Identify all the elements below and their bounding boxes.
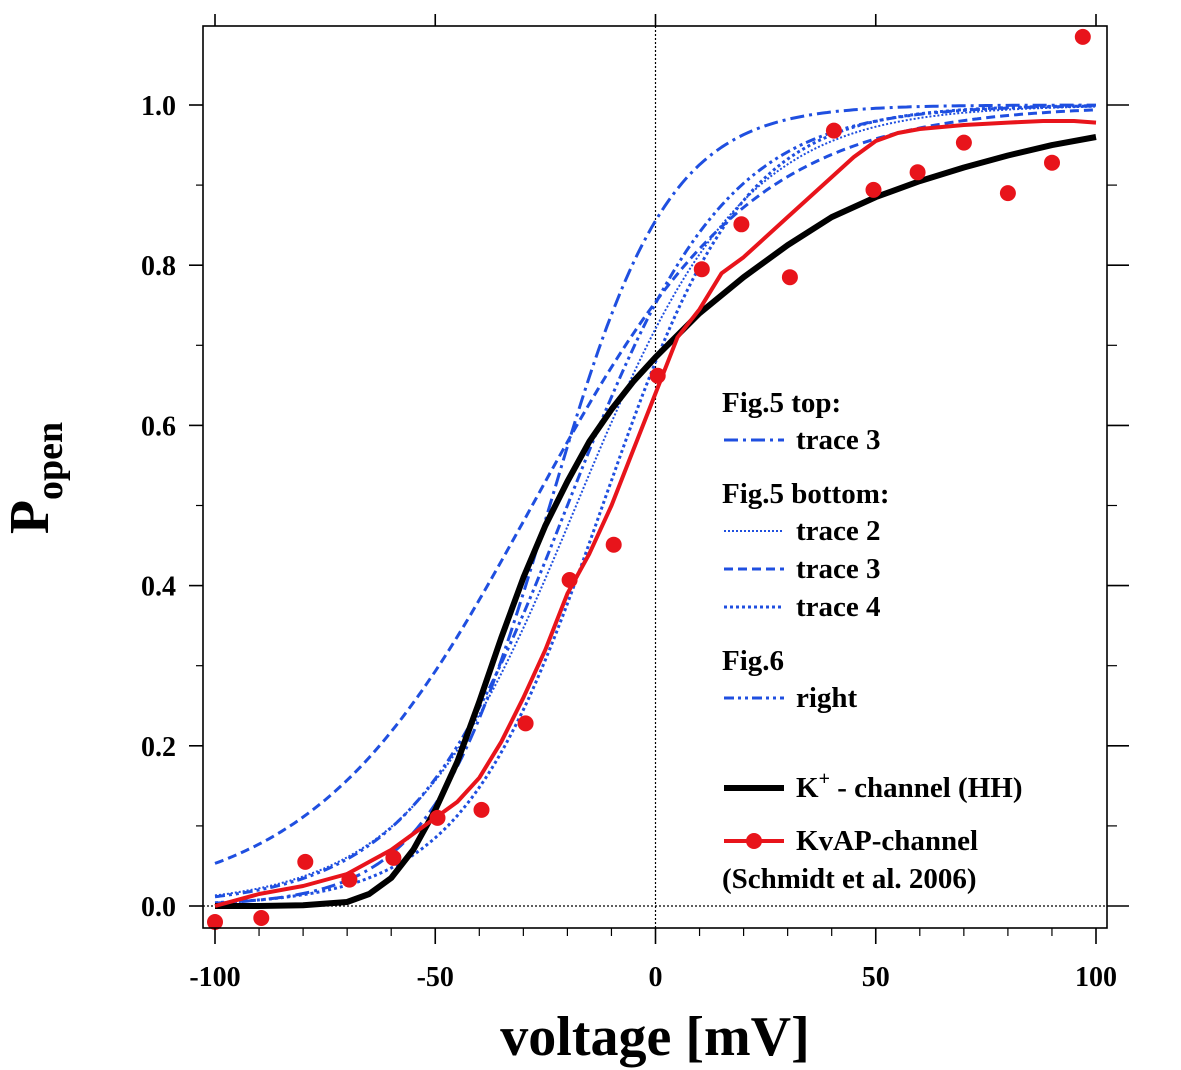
x-tick-label: -100 [189,962,240,993]
y-axis-title-sub: open [29,422,71,500]
y-tick-label: 0.0 [141,892,176,923]
legend-heading-fig6: Fig.6 [722,645,784,677]
y-tick-label: 0.2 [141,732,176,763]
legend-label-fig5-bottom-trace4: trace 4 [796,591,881,623]
kvap-data-point [605,536,622,553]
x-tick-label: -50 [417,962,454,993]
y-tick-label: 1.0 [141,91,176,122]
kvap-data-point [781,269,798,286]
y-axis-title-main: P [0,500,61,534]
axes-layer [189,14,1129,944]
legend-label-k: K [796,772,819,804]
legend-label-fig5-top-trace3: trace 3 [796,424,881,456]
x-axis-title: voltage [mV] [500,1006,809,1068]
kvap-data-point [955,134,972,151]
legend-label-fig5-bottom-trace2: trace 2 [796,515,881,547]
x-tick-label: 50 [862,962,890,993]
kvap-data-point [207,914,223,930]
kvap-data-point [693,261,710,278]
legend: Fig.5 top: trace 3 Fig.5 bottom: trace 2… [722,387,1023,895]
kvap-data-point [561,572,578,588]
legend-label-fig5-bottom-trace3: trace 3 [796,553,881,585]
kvap-data-point [297,853,314,870]
legend-label-kvap: KvAP-channel [796,825,978,857]
kvap-data-point [825,122,842,139]
y-axis-title: Popen [0,422,71,534]
kvap-data-point [253,910,270,926]
kvap-data-point [517,715,534,732]
legend-label-k-channel: K+ - channel (HH) [796,768,1023,804]
legend-heading-fig5-bottom: Fig.5 bottom: [722,478,890,510]
kvap-data-point [909,164,926,181]
legend-label-fig6-right: right [796,682,858,714]
legend-heading-fig5-top: Fig.5 top: [722,387,841,419]
legend-swatch-kvap-marker [746,833,762,849]
kvap-data-point [1074,28,1091,45]
kvap-data-point [649,367,666,384]
series-layer [203,26,1107,930]
series-k-channel-hh [215,134,1097,909]
y-tick-label: 0.4 [141,572,176,603]
series-kvap-channel [214,119,1097,908]
series-fig6-right [214,104,1097,899]
legend-label-k-rest: - channel (HH) [830,772,1023,804]
x-tick-label: 0 [649,962,663,993]
legend-label-kvap-line2: (Schmidt et al. 2006) [722,863,977,895]
legend-label-k-sup: + [819,768,830,790]
kvap-data-point [1044,154,1060,171]
tick-labels: -100 -50 0 50 100 0.0 0.2 0.4 0.6 0.8 1.0 [141,91,1117,993]
y-tick-label: 0.6 [141,411,176,442]
kvap-data-point [385,849,402,866]
x-tick-label: 100 [1075,962,1117,993]
y-tick-label: 0.8 [141,251,176,282]
series-fig5-bottom-trace4 [214,104,1097,905]
kvap-data-point [733,216,750,233]
kvap-data-point [865,181,882,198]
kvap-data-point [999,185,1016,202]
kvap-data-point [473,801,490,818]
kvap-data-point [429,809,446,826]
kvap-data-point [341,871,358,888]
series-fig5-bottom-trace3 [214,108,1097,865]
